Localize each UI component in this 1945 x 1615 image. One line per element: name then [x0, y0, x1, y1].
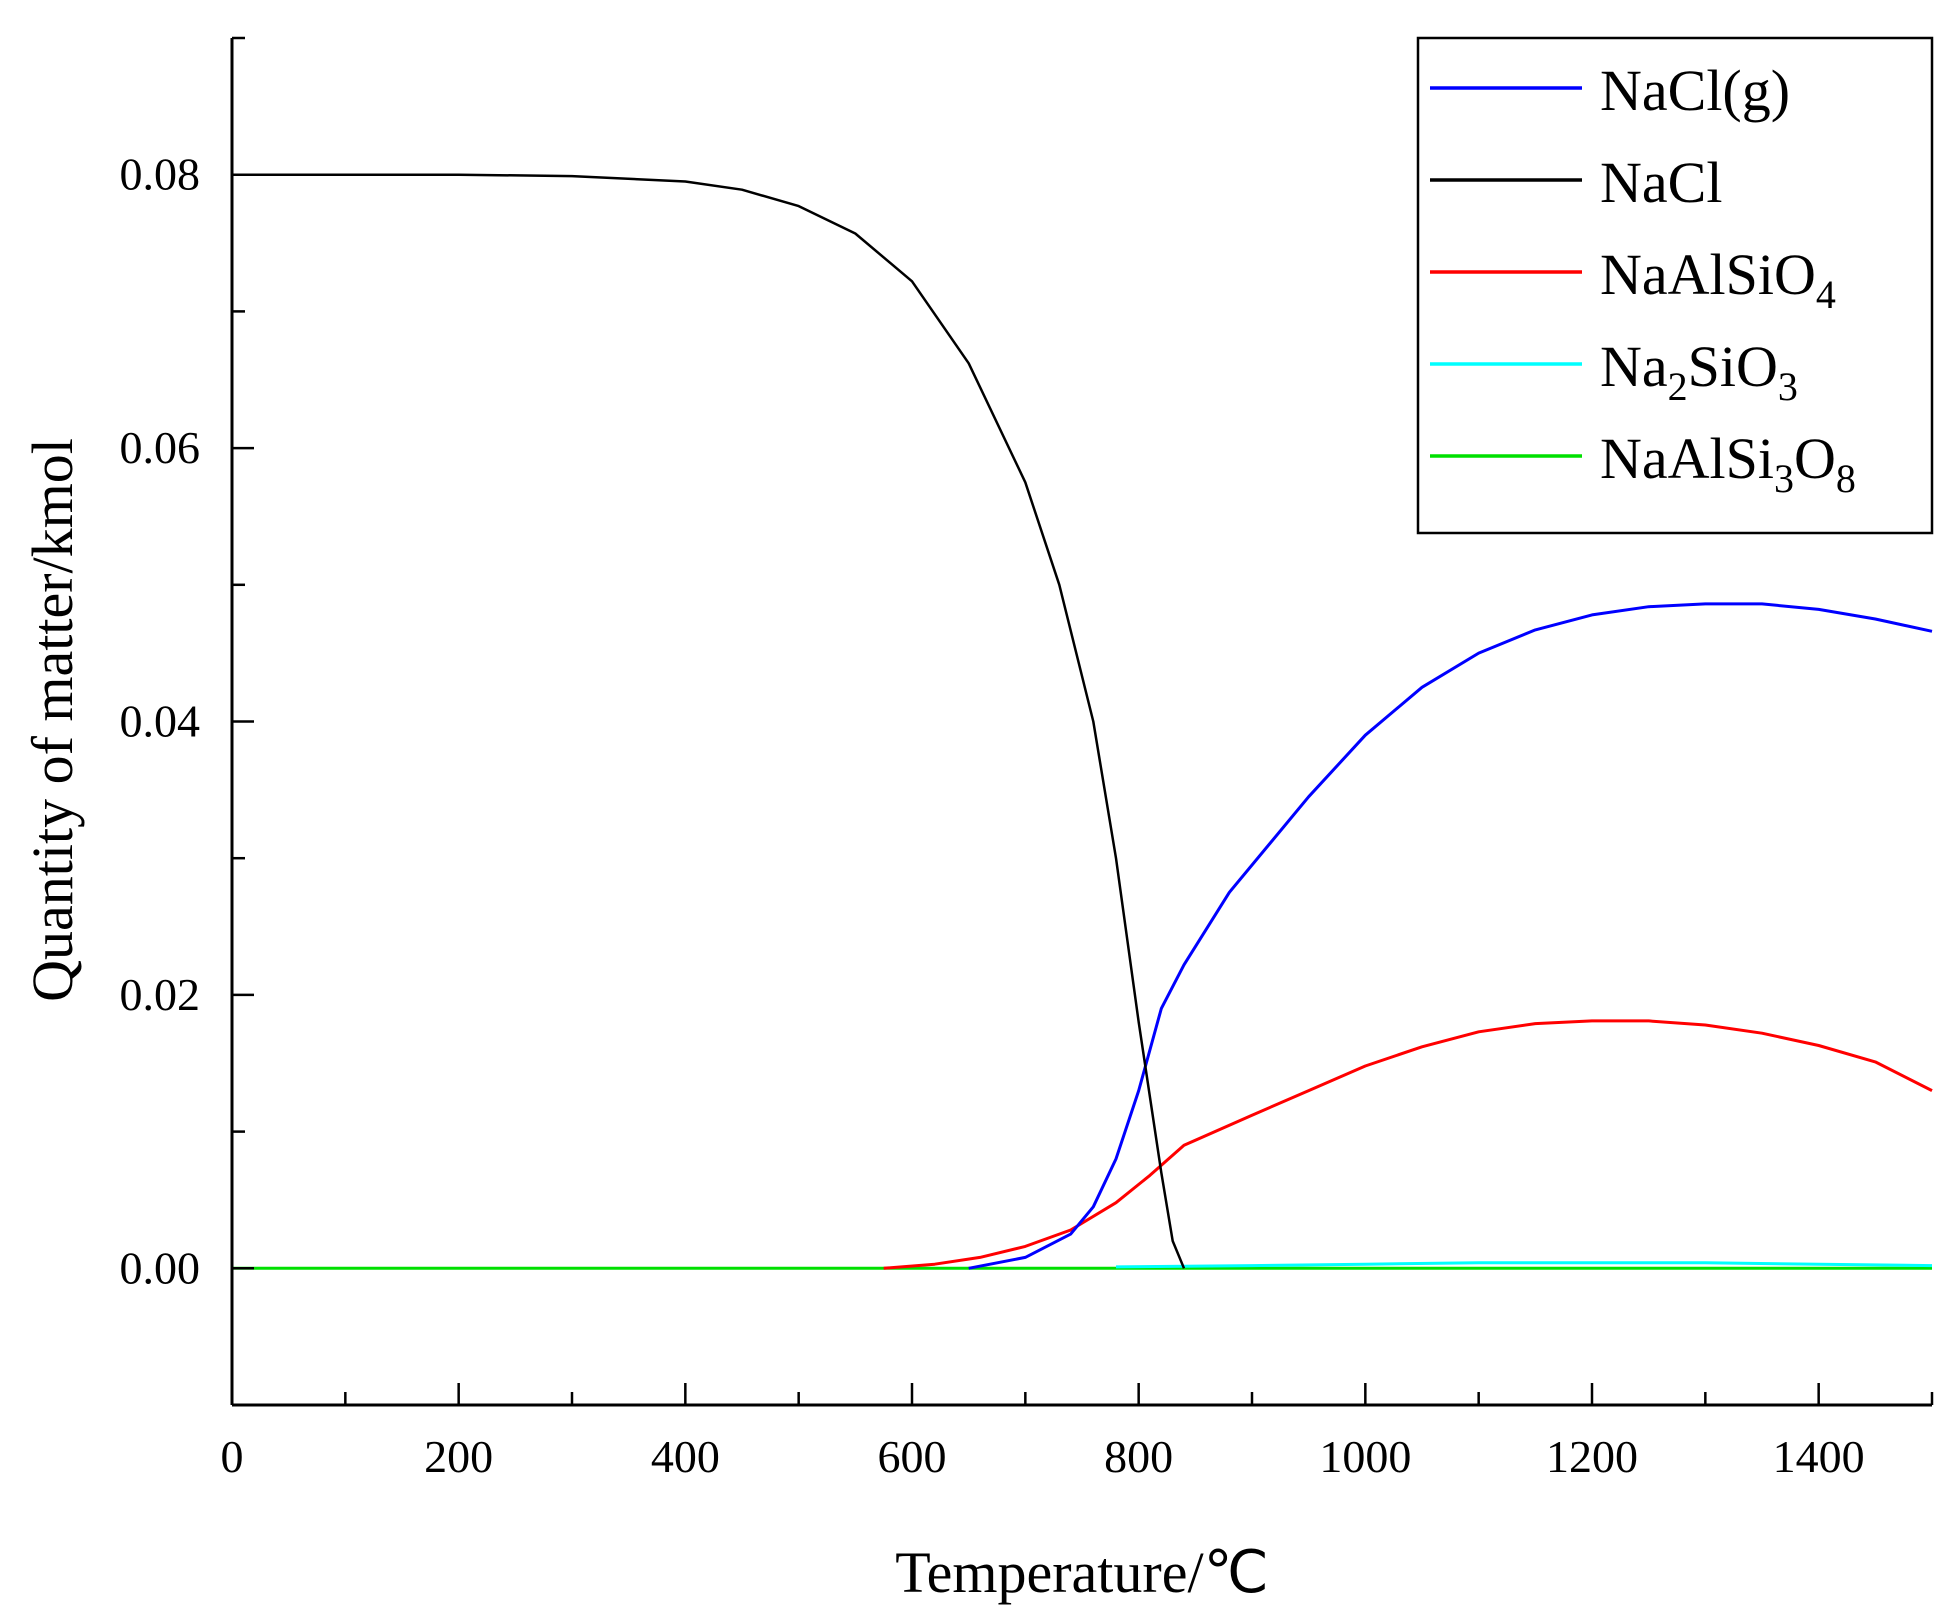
series-line-nacl	[232, 173, 1186, 1269]
legend-label: NaCl(g)	[1600, 58, 1790, 123]
y-axis-title: Quantity of matter/kmol	[20, 438, 85, 1002]
y-tick-label: 0.02	[120, 969, 201, 1020]
legend-label: NaAlSi3O8	[1600, 426, 1856, 501]
y-tick-label: 0.00	[120, 1242, 201, 1293]
series-line-nacl-g-	[968, 602, 1933, 1270]
x-tick-label: 1200	[1546, 1431, 1638, 1482]
ticks: 0 200 400 600 800 1000 1200 1400 0.00 0.02 0.04 0.0…	[120, 36, 1934, 1482]
legend: NaCl(g) NaCl NaAlSiO4 Na2SiO3 NaAlSi3O8	[1416, 36, 1934, 535]
legend-box	[1416, 36, 1934, 535]
x-tick-label: 600	[878, 1431, 947, 1482]
x-axis-title: Temperature/℃	[895, 1540, 1268, 1605]
x-tick-label: 1400	[1773, 1431, 1865, 1482]
plot-lines	[232, 173, 1933, 1270]
x-tick-label: 400	[651, 1431, 720, 1482]
y-tick-label: 0.08	[120, 149, 201, 200]
y-tick-label: 0.06	[120, 422, 201, 473]
legend-label: NaAlSiO4	[1600, 242, 1836, 317]
legend-label: Na2SiO3	[1600, 334, 1798, 409]
series-line-naalsio4	[883, 1019, 1933, 1270]
x-tick-label: 1000	[1319, 1431, 1411, 1482]
x-tick-label: 0	[221, 1431, 244, 1482]
x-tick-label: 200	[424, 1431, 493, 1482]
x-tick-label: 800	[1104, 1431, 1173, 1482]
y-tick-label: 0.04	[120, 696, 201, 747]
legend-label: NaCl	[1600, 150, 1722, 215]
series-line-na2sio3	[1115, 1261, 1933, 1269]
